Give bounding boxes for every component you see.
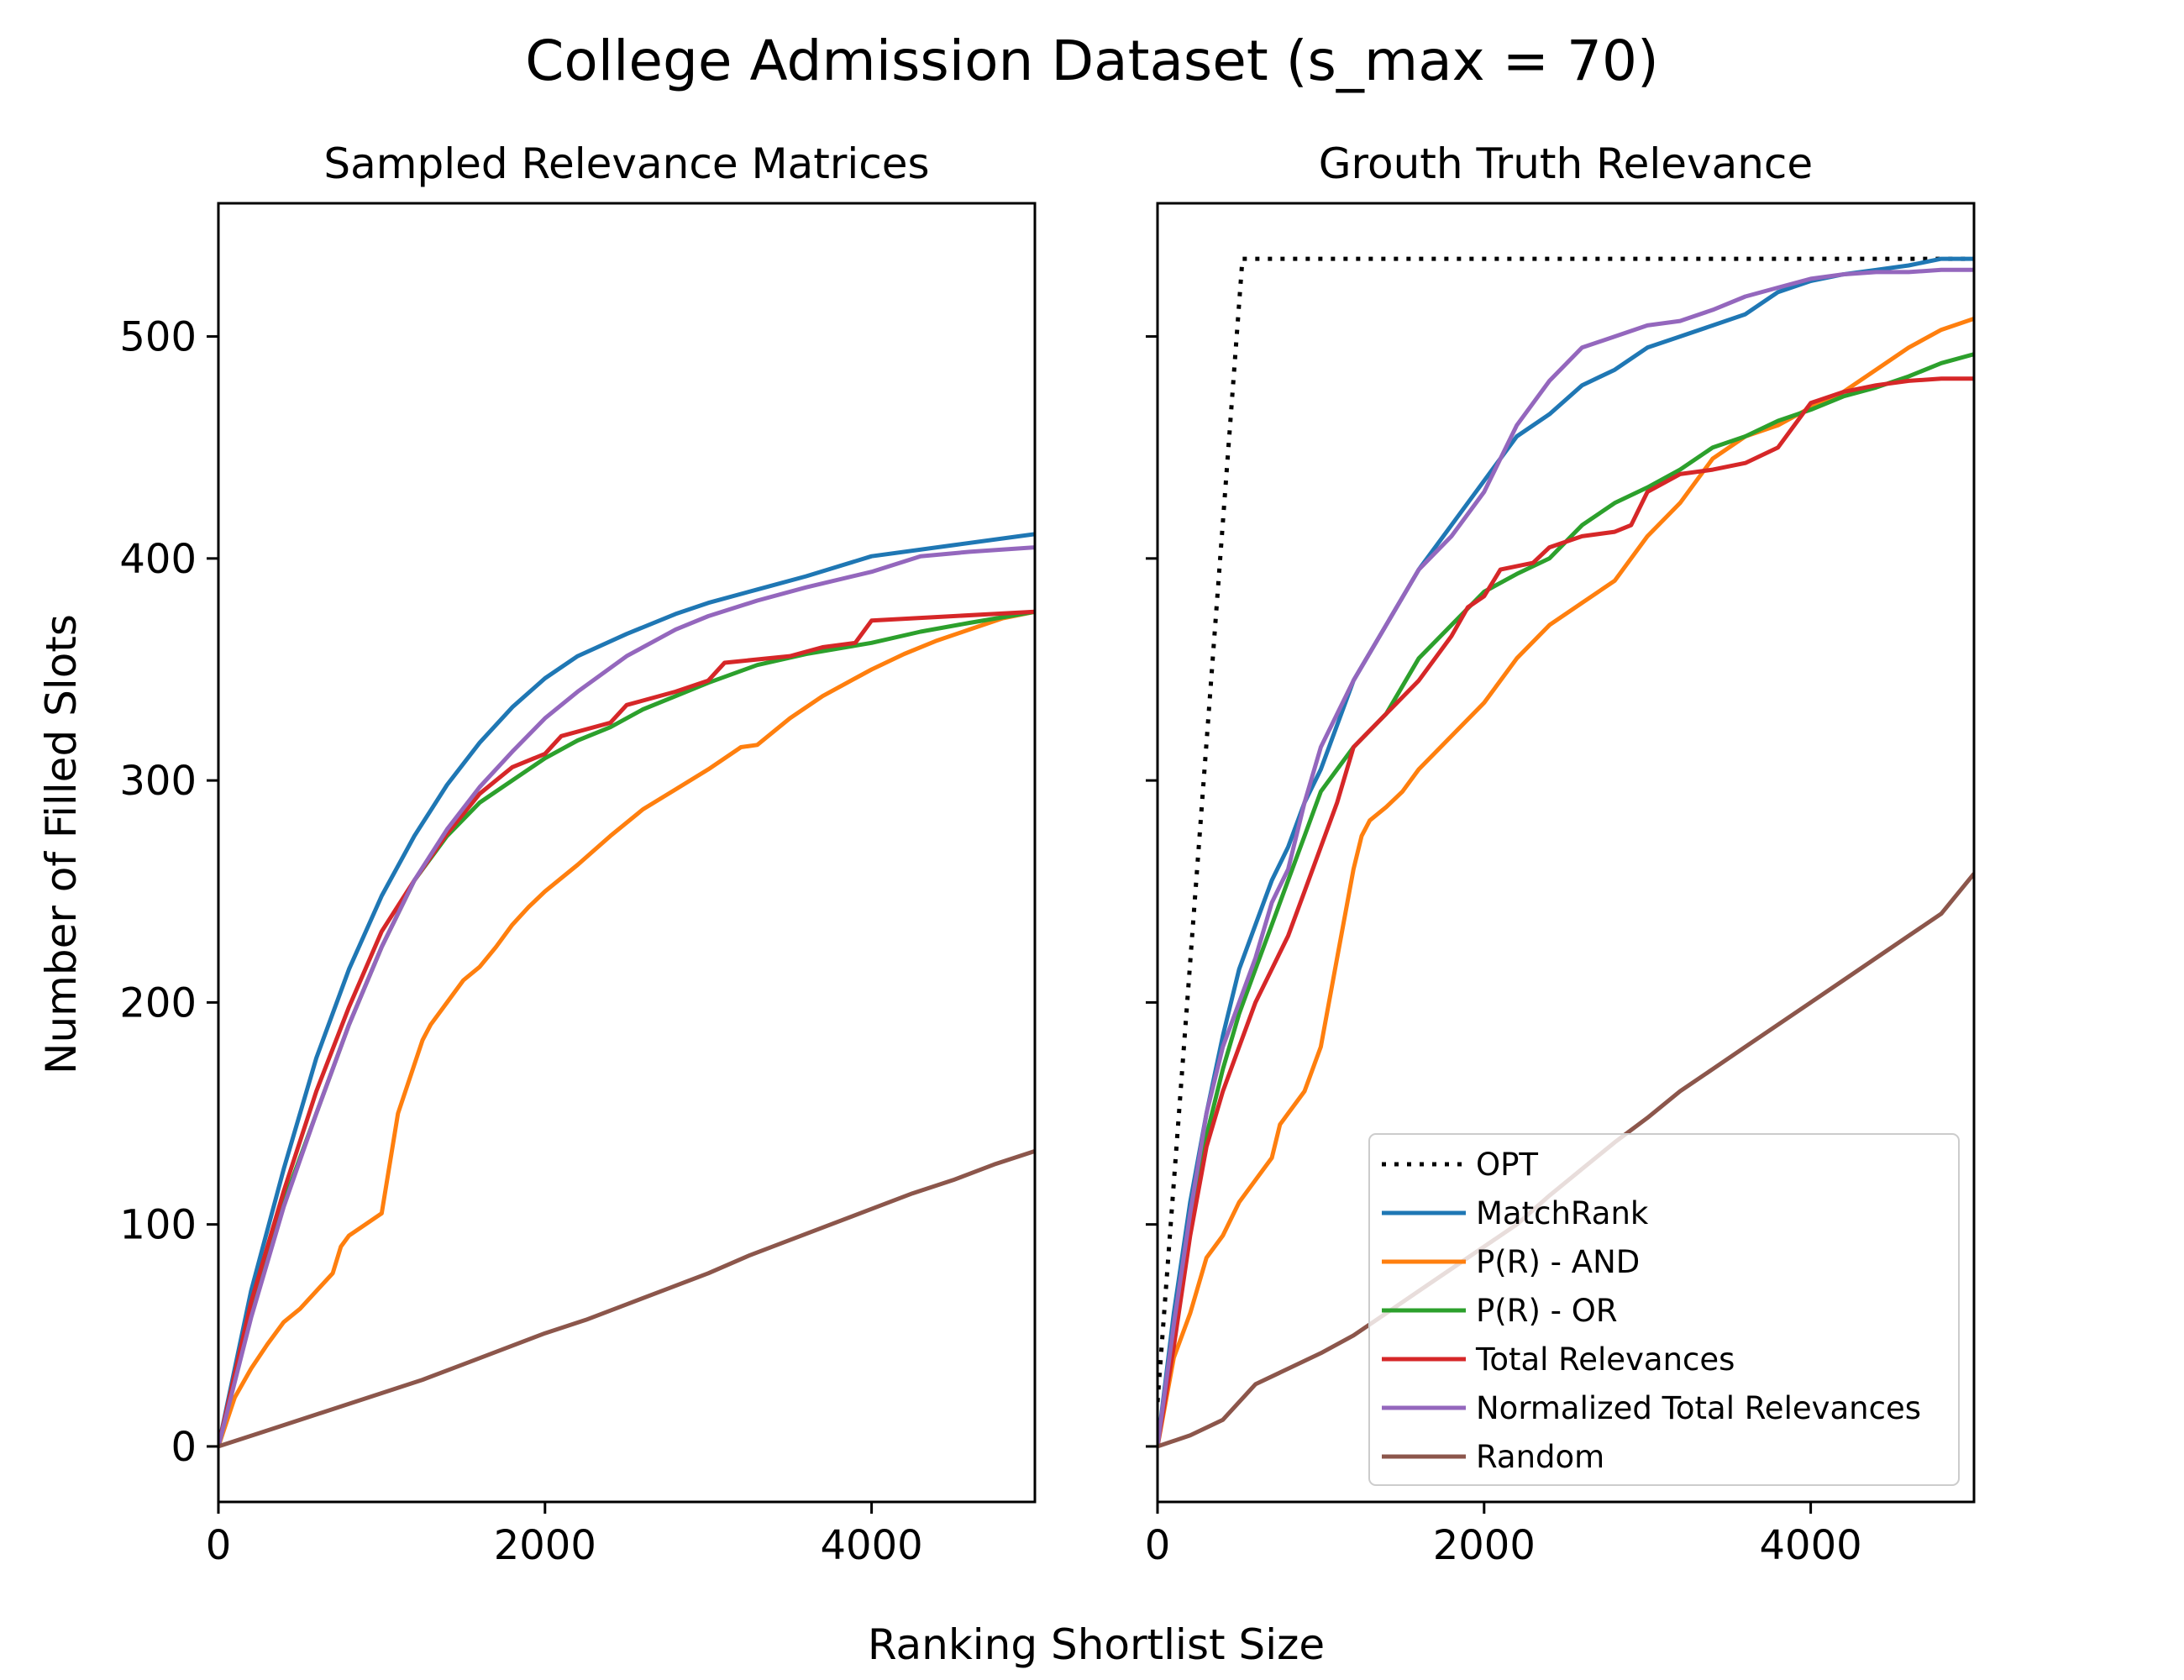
legend-label-p-r-and: P(R) - AND: [1476, 1244, 1640, 1280]
series-group: [218, 532, 1035, 1449]
series-line-p-r-and: [1158, 317, 1974, 1447]
y-tick-label: 500: [119, 314, 197, 361]
series-line-random: [218, 1149, 1035, 1449]
legend-label-normalized-total-relevances: Normalized Total Relevances: [1476, 1390, 1921, 1426]
figure-title: College Admission Dataset (s_max = 70): [525, 29, 1658, 93]
x-tick-label: 4000: [1760, 1522, 1862, 1569]
legend-label-matchrank: MatchRank: [1476, 1195, 1649, 1231]
x-tick-label: 2000: [494, 1522, 596, 1569]
x-tick-label: 0: [206, 1522, 232, 1569]
y-tick-label: 200: [119, 979, 197, 1026]
legend-label-p-r-or: P(R) - OR: [1476, 1293, 1618, 1329]
series-line-p-r-and: [218, 609, 1035, 1447]
series-line-total-relevances: [1158, 376, 1974, 1447]
y-tick-label: 300: [119, 758, 197, 805]
panel-sampled-relevance: Sampled Relevance Matrices 0 2000 4000 0 100 2…: [119, 139, 1037, 1569]
series-line-opt: [1158, 256, 1974, 1403]
y-axis-label: Number of Filled Slots: [37, 614, 86, 1074]
axes-frame: [217, 202, 1037, 1504]
legend-label-total-relevances: Total Relevances: [1475, 1341, 1735, 1378]
legend-frame: [1368, 1133, 1960, 1486]
axes-frame: [1156, 202, 1976, 1504]
legend-items: OPT MatchRank P(R) - AND P(R) - OR Total Rel…: [1382, 1147, 1921, 1475]
series-line-normalized-total-relevances: [218, 545, 1035, 1447]
x-tick-label: 2000: [1433, 1522, 1536, 1569]
series-line-matchrank: [218, 532, 1035, 1447]
panel-title: Grouth Truth Relevance: [1319, 139, 1813, 188]
legend-label-random: Random: [1476, 1439, 1604, 1475]
series-line-matchrank: [1158, 256, 1974, 1447]
panel-ground-truth-relevance: Grouth Truth Relevance 0 2000 4000: [1145, 139, 1976, 1569]
legend-label-opt: OPT: [1476, 1147, 1538, 1183]
y-tick-label: 100: [119, 1202, 197, 1249]
panel-title: Sampled Relevance Matrices: [323, 139, 929, 188]
x-tick-label: 0: [1145, 1522, 1171, 1569]
y-tick-label: 400: [119, 536, 197, 583]
x-axis-label: Ranking Shortlist Size: [868, 1620, 1325, 1669]
y-tick-label: 0: [171, 1424, 197, 1471]
x-tick-label: 4000: [821, 1522, 923, 1569]
series-line-total-relevances: [218, 609, 1035, 1447]
series-line-normalized-total-relevances: [1158, 267, 1974, 1447]
legend: OPT MatchRank P(R) - AND P(R) - OR Total Rel…: [1368, 1133, 1960, 1486]
